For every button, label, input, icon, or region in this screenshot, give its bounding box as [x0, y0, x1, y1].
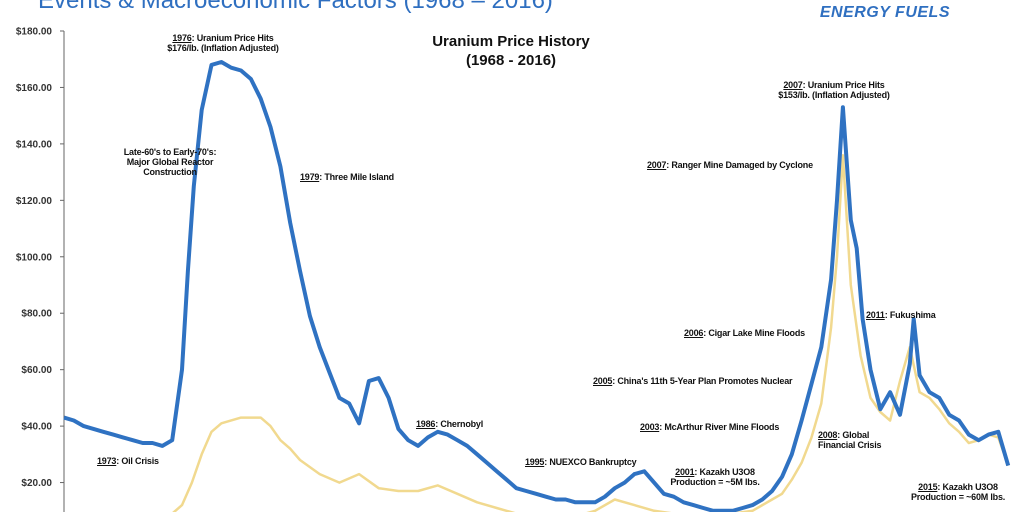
- annotation-text: : Oil Crisis: [116, 456, 159, 466]
- annotation-text: : Kazakh U3O8: [694, 467, 755, 477]
- annotation-year: 2005: [593, 376, 613, 386]
- annotation-text-line2: Major Global Reactor: [126, 157, 214, 167]
- annotation-text: : Kazakh U3O8: [937, 482, 998, 492]
- annotation-text-line2: $153/lb. (Inflation Adjusted): [778, 90, 890, 100]
- annotation-year: 1986: [416, 419, 436, 429]
- annotation-year: 2015: [918, 482, 938, 492]
- annotation-text: : Global: [837, 430, 870, 440]
- annotation-text-line3: Construction: [143, 167, 197, 177]
- y-axis: $20.00 $40.00 $60.00 $80.00 $100.00 $120.00 $1…: [16, 27, 65, 512]
- annotation-1986-chernobyl: 1986: Chernobyl: [416, 419, 483, 429]
- annotation-year: 2007: [647, 160, 667, 170]
- annotation-year: 2003: [640, 422, 660, 432]
- annotation-text: : Uranium Price Hits: [802, 80, 885, 90]
- y-tick-label: $160.00: [16, 83, 53, 94]
- brand-word-fuels: FUELS: [895, 4, 950, 21]
- annotation-2008-financial-crisis: 2008: Global Financial Crisis: [818, 430, 882, 450]
- y-tick-label: $100.00: [16, 252, 53, 263]
- annotation-2015-kazakh-production: 2015: Kazakh U3O8 Production = ~60M lbs.: [898, 482, 1018, 502]
- annotation-text: : Chernobyl: [435, 419, 484, 429]
- y-tick-label: $80.00: [21, 309, 52, 320]
- annotation-year: 1973: [97, 456, 117, 466]
- annotation-text-line2: Production = ~5M lbs.: [670, 477, 760, 487]
- annotation-text: : Uranium Price Hits: [191, 33, 274, 43]
- y-tick-label: $40.00: [21, 422, 52, 433]
- annotation-2006-cigar-lake: 2006: Cigar Lake Mine Floods: [684, 328, 805, 338]
- annotation-text-line2: Production = ~60M lbs.: [910, 492, 1006, 502]
- annotation-2007-ranger-mine: 2007: Ranger Mine Damaged by Cyclone: [647, 160, 813, 170]
- annotation-2001-kazakh-production: 2001: Kazakh U3O8 Production = ~5M lbs.: [660, 467, 770, 487]
- annotation-2005-china-plan: 2005: China's 11th 5-Year Plan Promotes …: [593, 376, 793, 386]
- chart-title: Uranium Price History: [432, 33, 590, 50]
- annotation-text-line2: Financial Crisis: [818, 440, 882, 450]
- series-line-nominal: [172, 153, 1010, 512]
- annotation-text: : Fukushima: [884, 310, 936, 320]
- brand-word-energy: ENERGY: [819, 4, 891, 21]
- annotation-text: : Three Mile Island: [319, 172, 394, 182]
- annotation-reactor-construction: Late-60's to Early-70's: Major Global Re…: [108, 147, 232, 177]
- slide-title: Events & Macroeconomic Factors (1968 – 2…: [38, 0, 553, 14]
- annotation-year: 2001: [675, 467, 695, 477]
- annotation-1979-three-mile-island: 1979: Three Mile Island: [300, 172, 394, 182]
- annotation-2007-price-peak: 2007: Uranium Price Hits $153/lb. (Infla…: [764, 80, 904, 100]
- brand-logo: ENERGY FUELS: [820, 4, 950, 22]
- y-tick-label: $180.00: [16, 27, 53, 38]
- chart-title-block: Uranium Price History (1968 - 2016): [380, 32, 642, 70]
- annotation-2003-mcarthur-river: 2003: McArthur River Mine Floods: [640, 422, 779, 432]
- annotation-1973-oil-crisis: 1973: Oil Crisis: [97, 456, 159, 466]
- annotation-year: 2006: [684, 328, 704, 338]
- annotation-text: : Ranger Mine Damaged by Cyclone: [666, 160, 813, 170]
- y-tick-label: $140.00: [16, 139, 53, 150]
- annotation-text: : NUEXCO Bankruptcy: [544, 457, 637, 467]
- annotation-1995-nuexco: 1995: NUEXCO Bankruptcy: [525, 457, 637, 467]
- annotation-2011-fukushima: 2011: Fukushima: [866, 310, 936, 320]
- annotation-year: 1976: [172, 33, 192, 43]
- annotation-text: : Cigar Lake Mine Floods: [703, 328, 805, 338]
- y-tick-label: $120.00: [16, 196, 53, 207]
- annotation-1976-price-peak: 1976: Uranium Price Hits $176/lb. (Infla…: [154, 33, 292, 53]
- y-tick-label: $60.00: [21, 365, 52, 376]
- annotation-year: 2008: [818, 430, 838, 440]
- series-line-inflation-adjusted: [63, 60, 1011, 512]
- annotation-text-line2: $176/lb. (Inflation Adjusted): [167, 43, 279, 53]
- annotation-text: : McArthur River Mine Floods: [659, 422, 780, 432]
- annotation-text: Late-60's to Early-70's:: [123, 147, 217, 157]
- annotation-year: 2011: [866, 310, 885, 320]
- annotation-year: 2007: [783, 80, 803, 90]
- annotation-year: 1979: [300, 172, 320, 182]
- chart-subtitle: (1968 - 2016): [465, 52, 557, 69]
- annotation-text: : China's 11th 5-Year Plan Promotes Nucl…: [612, 376, 793, 386]
- annotation-year: 1995: [525, 457, 545, 467]
- y-tick-label: $20.00: [21, 478, 52, 489]
